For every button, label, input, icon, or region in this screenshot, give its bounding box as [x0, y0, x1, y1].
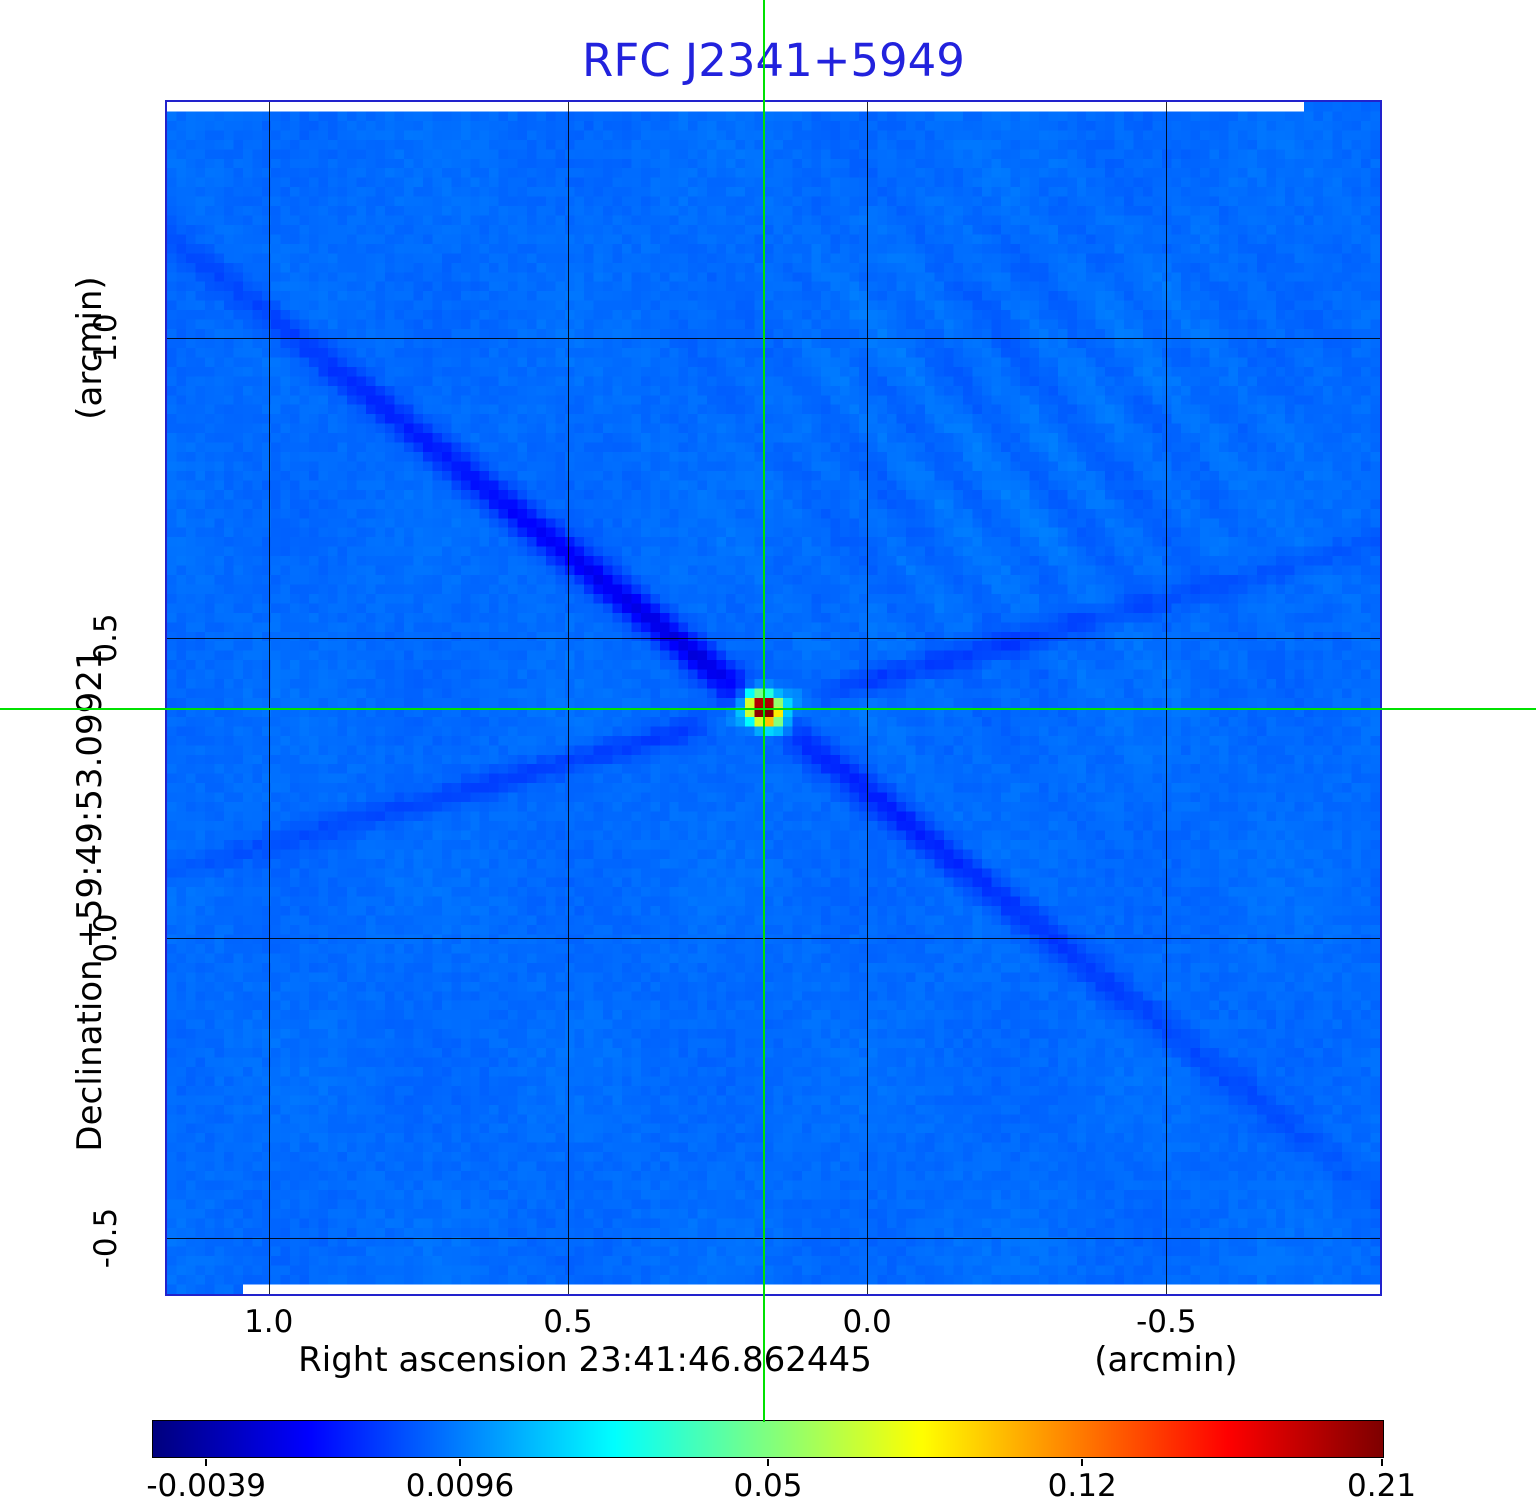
grid-line-vertical [567, 102, 569, 1294]
grid-line-vertical [268, 102, 270, 1294]
colorbar-gradient [153, 1421, 1383, 1457]
colorbar-tick [1081, 1459, 1084, 1466]
plot-title: RFC J2341+5949 [582, 34, 965, 87]
grid-line-vertical [1166, 102, 1168, 1294]
grid-line-horizontal [167, 937, 1380, 939]
x-axis-label: Right ascension 23:41:46.862445 [298, 1340, 872, 1380]
heatmap-canvas [167, 102, 1380, 1294]
x-tick-label: -0.5 [1136, 1304, 1197, 1340]
y-tick-label: -0.5 [88, 1207, 124, 1268]
y-axis-unit: (arcmin) [70, 276, 110, 420]
crosshair-horizontal-line [0, 708, 1536, 711]
colorbar-tick-label: 0.21 [1347, 1468, 1417, 1504]
x-tick-label: 0.0 [842, 1304, 892, 1340]
grid-line-vertical [867, 102, 869, 1294]
colorbar-tick-label: 0.0096 [405, 1468, 515, 1504]
colorbar-tick [205, 1459, 208, 1466]
plot-area [165, 100, 1382, 1296]
colorbar-tick [767, 1459, 769, 1466]
colorbar-tick-label: 0.05 [733, 1468, 803, 1504]
grid-line-horizontal [167, 338, 1380, 340]
grid-line-horizontal [167, 1237, 1380, 1239]
colorbar-tick-label: 0.12 [1047, 1468, 1117, 1504]
colorbar-tick [459, 1459, 461, 1466]
colorbar [152, 1420, 1384, 1458]
colorbar-tick-label: -0.0039 [146, 1468, 267, 1504]
colorbar-tick [1380, 1459, 1383, 1466]
y-axis-label: Declination +59:49:53.09921 [70, 648, 110, 1152]
grid-line-horizontal [167, 638, 1380, 640]
x-tick-label: 0.5 [543, 1304, 593, 1340]
crosshair-vertical-line [762, 0, 765, 1422]
x-axis-unit: (arcmin) [1094, 1340, 1238, 1380]
x-tick-label: 1.0 [244, 1304, 294, 1340]
